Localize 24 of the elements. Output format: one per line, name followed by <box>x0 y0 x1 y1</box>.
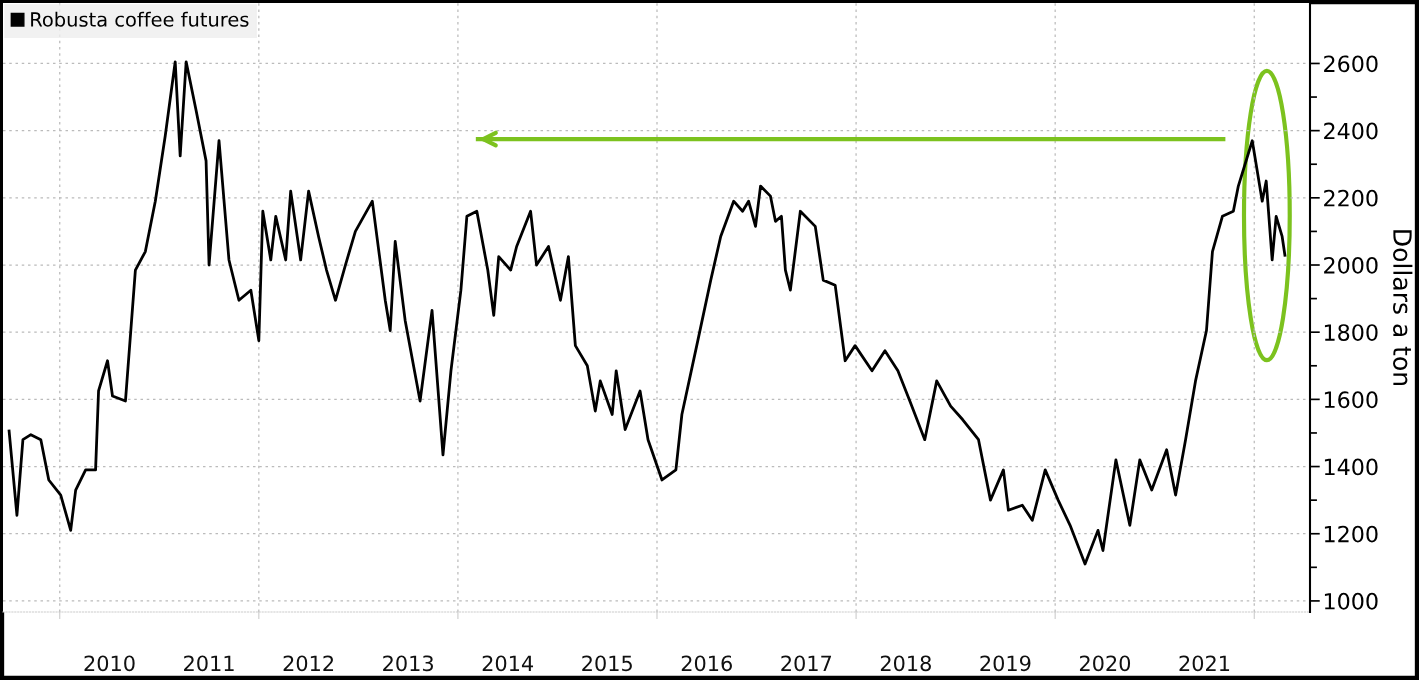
y-tick-label: 2000 <box>1324 256 1378 274</box>
x-tick-label: 2016 <box>681 655 732 672</box>
y-tick-label: 1200 <box>1324 525 1378 543</box>
x-tick-label: 2020 <box>1079 655 1131 672</box>
y-tick-label: 2200 <box>1324 189 1378 207</box>
y-tick-label: 1600 <box>1324 391 1378 409</box>
x-tick-label: 2015 <box>582 655 632 672</box>
line-series <box>7 60 1287 566</box>
y-tick-label: 1000 <box>1324 592 1378 610</box>
y-tick-label: 1800 <box>1324 324 1378 341</box>
y-axis-title: Dollars a ton <box>1393 230 1413 385</box>
x-tick-label: 2010 <box>84 655 135 672</box>
y-tick-label: 2600 <box>1324 55 1378 73</box>
x-tick-label: 2011 <box>184 655 234 672</box>
x-tick-label: 2017 <box>781 655 832 672</box>
x-tick-label: 2013 <box>383 655 433 672</box>
x-tick-label: 2014 <box>482 655 534 672</box>
x-tick-label: 2019 <box>980 655 1031 672</box>
legend-label: Robusta coffee futures <box>31 11 249 27</box>
y-tick-label: 1400 <box>1324 458 1378 476</box>
x-tick-label: 2021 <box>1179 655 1230 672</box>
x-tick-label: 2018 <box>880 655 931 672</box>
x-tick-label: 2012 <box>283 655 334 672</box>
y-tick-label: 2400 <box>1324 122 1378 140</box>
